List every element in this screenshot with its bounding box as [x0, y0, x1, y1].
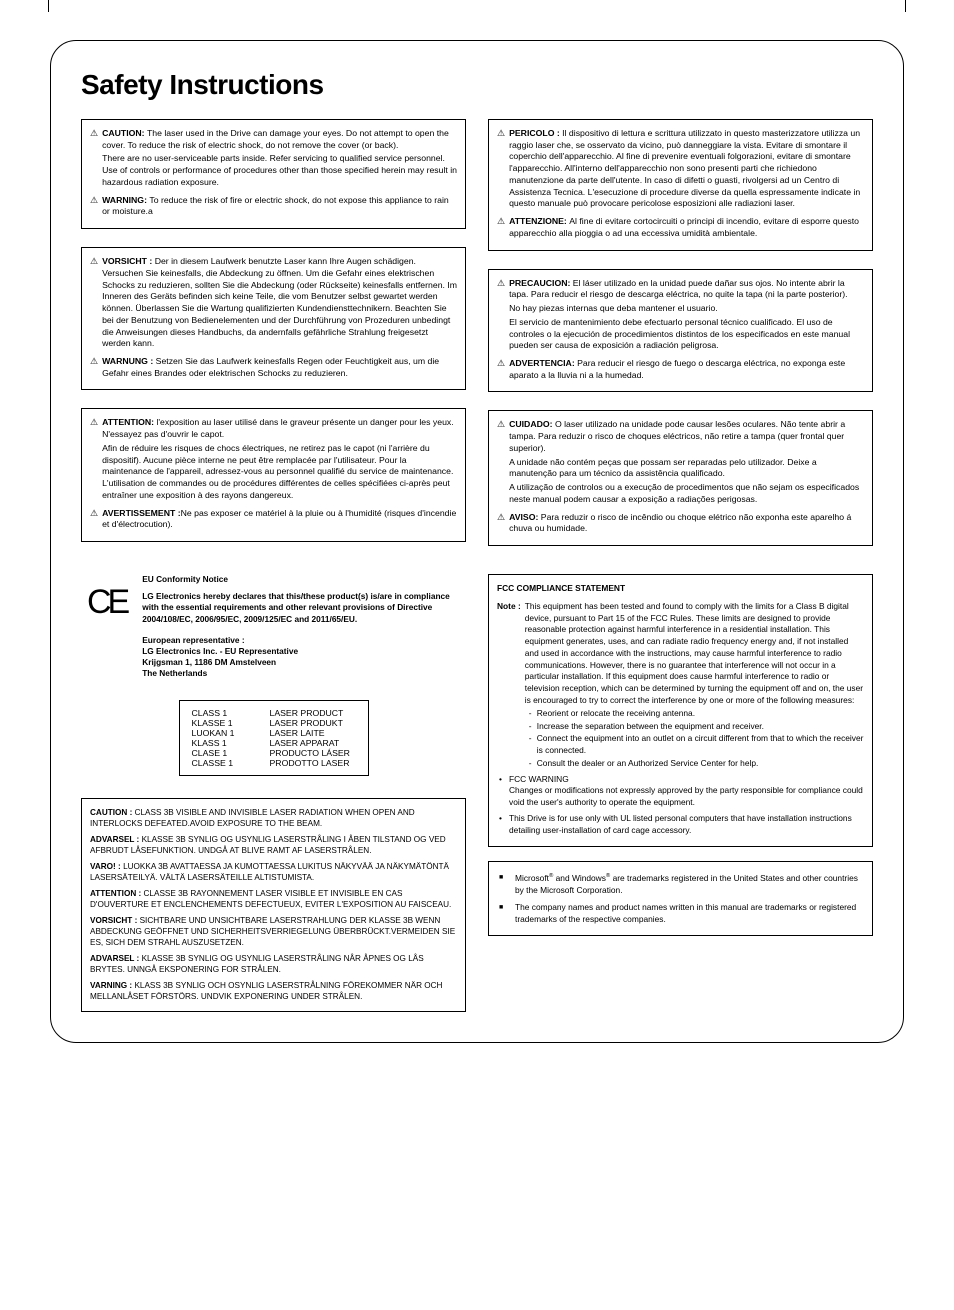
warning-item: ⚠PRECAUCION: El láser utilizado en la un… — [497, 278, 864, 352]
class1-laser-box: CLASS 1LASER PRODUCTKLASSE 1LASER PRODUK… — [179, 700, 369, 776]
warning-triangle-icon: ⚠ — [90, 509, 98, 531]
fcc-warning-body: Changes or modifications not expressly a… — [509, 785, 864, 809]
laser-caution-item: VORSICHT : SICHTBARE UND UNSICHTBARE LAS… — [90, 915, 457, 948]
warning-text: ATTENZIONE: Al fine di evitare cortocirc… — [509, 216, 864, 239]
page-root: Safety Instructions ⚠CAUTION: The laser … — [0, 0, 954, 1103]
laser-caution-item: CAUTION : CLASS 3B VISIBLE AND INVISIBLE… — [90, 807, 457, 829]
warning-triangle-icon: ⚠ — [497, 420, 505, 505]
class1-row: LUOKAN 1LASER LAITE — [192, 728, 356, 738]
warning-box: ⚠PERICOLO : Il dispositivo di lettura e … — [488, 119, 873, 251]
warning-triangle-icon: ⚠ — [90, 196, 98, 218]
warning-triangle-icon: ⚠ — [90, 129, 98, 189]
eu-text: EU Conformity Notice LG Electronics here… — [142, 574, 466, 680]
warning-box: ⚠CUIDADO: O laser utilizado na unidade p… — [488, 410, 873, 546]
warning-item: ⚠AVERTISSEMENT :Ne pas exposer ce matéri… — [90, 508, 457, 531]
warning-triangle-icon: ⚠ — [497, 359, 505, 381]
warning-text: ADVERTENCIA: Para reducir el riesgo de f… — [509, 358, 864, 381]
warning-triangle-icon: ⚠ — [90, 357, 98, 379]
fcc-measure: Connect the equipment into an outlet on … — [525, 733, 864, 757]
warning-text: AVISO: Para reduzir o risco de incêndio … — [509, 512, 864, 535]
warning-text: CUIDADO: O laser utilizado na unidade po… — [509, 419, 864, 505]
warning-item: ⚠ATTENZIONE: Al fine di evitare cortocir… — [497, 216, 864, 239]
eu-title: EU Conformity Notice — [142, 574, 458, 585]
warning-text: AVERTISSEMENT :Ne pas exposer ce matérie… — [102, 508, 457, 531]
class1-row: CLASS 1LASER PRODUCT — [192, 708, 356, 718]
warning-box: ⚠CAUTION: The laser used in the Drive ca… — [81, 119, 466, 229]
fcc-warning: FCC WARNING Changes or modifications not… — [497, 774, 864, 809]
fcc-note-label: Note : — [497, 601, 521, 770]
warning-triangle-icon: ⚠ — [497, 129, 505, 210]
warning-item: ⚠CUIDADO: O laser utilizado na unidade p… — [497, 419, 864, 505]
eu-rep-line: The Netherlands — [142, 668, 458, 679]
warning-text: VORSICHT : Der in diesem Laufwerk benutz… — [102, 256, 457, 350]
laser-caution-box: CAUTION : CLASS 3B VISIBLE AND INVISIBLE… — [81, 798, 466, 1012]
warning-text: ATTENTION: l'exposition au laser utilisé… — [102, 417, 457, 501]
warning-item: ⚠ATTENTION: l'exposition au laser utilis… — [90, 417, 457, 501]
warnings-section: ⚠CAUTION: The laser used in the Drive ca… — [81, 119, 873, 546]
trademarks-box: Microsoft® and Windows® are trademarks r… — [488, 861, 873, 936]
compliance-section: CE EU Conformity Notice LG Electronics h… — [81, 574, 873, 1011]
eu-declaration: LG Electronics hereby declares that this… — [142, 591, 458, 625]
eu-rep-line: LG Electronics Inc. - EU Representative — [142, 646, 458, 657]
eu-conformity-block: CE EU Conformity Notice LG Electronics h… — [81, 574, 466, 680]
warning-item: ⚠CAUTION: The laser used in the Drive ca… — [90, 128, 457, 189]
warning-text: PRECAUCION: El láser utilizado en la uni… — [509, 278, 864, 352]
warning-triangle-icon: ⚠ — [497, 279, 505, 352]
warnings-left-column: ⚠CAUTION: The laser used in the Drive ca… — [81, 119, 466, 546]
warning-text: PERICOLO : Il dispositivo di lettura e s… — [509, 128, 864, 210]
trademark-item: Microsoft® and Windows® are trademarks r… — [499, 872, 862, 896]
warning-item: ⚠AVISO: Para reduzir o risco de incêndio… — [497, 512, 864, 535]
warning-text: WARNING: To reduce the risk of fire or e… — [102, 195, 457, 218]
warning-item: ⚠PERICOLO : Il dispositivo di lettura e … — [497, 128, 864, 210]
warning-box: ⚠PRECAUCION: El láser utilizado en la un… — [488, 269, 873, 393]
trademark-item: The company names and product names writ… — [499, 902, 862, 926]
warning-text: WARNUNG : Setzen Sie das Laufwerk keines… — [102, 356, 457, 379]
warning-box: ⚠ATTENTION: l'exposition au laser utilis… — [81, 408, 466, 542]
laser-caution-item: VARO! : LUOKKA 3B AVATTAESSA JA KUMOTTAE… — [90, 861, 457, 883]
compliance-left-column: CE EU Conformity Notice LG Electronics h… — [81, 574, 466, 1011]
fcc-warning-label: FCC WARNING — [509, 774, 864, 786]
fcc-note: Note : This equipment has been tested an… — [497, 601, 864, 770]
warning-triangle-icon: ⚠ — [497, 217, 505, 239]
laser-caution-item: ADVARSEL : KLASSE 3B SYNLIG OG USYNLIG L… — [90, 834, 457, 856]
fcc-measure: Consult the dealer or an Authorized Serv… — [525, 758, 864, 770]
warning-item: ⚠WARNING: To reduce the risk of fire or … — [90, 195, 457, 218]
laser-caution-item: VARNING : KLASS 3B SYNLIG OCH OSYNLIG LA… — [90, 980, 457, 1002]
content-frame: Safety Instructions ⚠CAUTION: The laser … — [50, 40, 904, 1043]
eu-representative: European representative : LG Electronics… — [142, 635, 458, 680]
eu-rep-line: Krijgsman 1, 1186 DM Amstelveen — [142, 657, 458, 668]
laser-caution-item: ATTENTION : CLASSE 3B RAYONNEMENT LASER … — [90, 888, 457, 910]
class1-row: CLASSE 1PRODOTTO LASER — [192, 758, 356, 768]
warning-box: ⚠VORSICHT : Der in diesem Laufwerk benut… — [81, 247, 466, 390]
crop-mark — [905, 0, 906, 12]
crop-mark — [48, 0, 49, 12]
fcc-measure: Increase the separation between the equi… — [525, 721, 864, 733]
class1-row: KLASSE 1LASER PRODUKT — [192, 718, 356, 728]
fcc-compliance-box: FCC COMPLIANCE STATEMENT Note : This equ… — [488, 574, 873, 847]
warning-item: ⚠WARNUNG : Setzen Sie das Laufwerk keine… — [90, 356, 457, 379]
warning-item: ⚠VORSICHT : Der in diesem Laufwerk benut… — [90, 256, 457, 350]
laser-caution-item: ADVARSEL : KLASSE 3B SYNLIG OG USYNLIG L… — [90, 953, 457, 975]
warning-text: CAUTION: The laser used in the Drive can… — [102, 128, 457, 189]
warning-triangle-icon: ⚠ — [90, 257, 98, 350]
class1-row: CLASE 1PRODUCTO LÁSER — [192, 748, 356, 758]
fcc-title: FCC COMPLIANCE STATEMENT — [497, 583, 864, 595]
compliance-right-column: FCC COMPLIANCE STATEMENT Note : This equ… — [488, 574, 873, 936]
warnings-right-column: ⚠PERICOLO : Il dispositivo di lettura e … — [488, 119, 873, 546]
class1-row: KLASS 1LASER APPARAT — [192, 738, 356, 748]
fcc-measure: Reorient or relocate the receiving anten… — [525, 708, 864, 720]
warning-triangle-icon: ⚠ — [497, 513, 505, 535]
eu-rep-title: European representative : — [142, 635, 458, 646]
warning-triangle-icon: ⚠ — [90, 418, 98, 501]
fcc-note-body: This equipment has been tested and found… — [525, 601, 864, 770]
warning-item: ⚠ADVERTENCIA: Para reducir el riesgo de … — [497, 358, 864, 381]
ce-mark-icon: CE — [87, 580, 126, 680]
fcc-ul-note: This Drive is for use only with UL liste… — [497, 813, 864, 837]
page-title: Safety Instructions — [81, 69, 873, 101]
